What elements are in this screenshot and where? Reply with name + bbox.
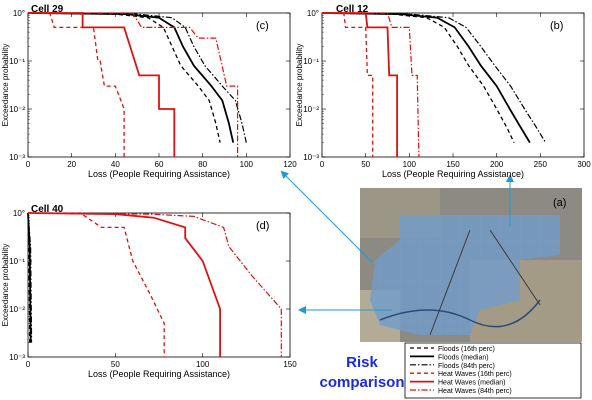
plot-frame <box>321 12 585 158</box>
y-tick-label: 10⁻¹ <box>303 57 319 66</box>
map-panel-label: (a) <box>553 197 566 209</box>
y-tick-label: 10⁻² <box>303 105 319 114</box>
series-line-floodMed <box>321 12 531 144</box>
series-line-flood84 <box>27 212 33 343</box>
series-line-heatMed <box>27 212 222 357</box>
y-tick-label: 10⁻² <box>9 105 25 114</box>
panel-label: (b) <box>550 20 563 32</box>
y-axis-label: Exceedance probability <box>295 44 304 127</box>
risk-label-line2: comparison <box>319 374 404 391</box>
chart-title: Cell 12 <box>336 4 369 15</box>
x-tick-label: 0 <box>26 160 31 169</box>
legend-label: Floods (84th perc) <box>438 363 495 370</box>
y-tick-label: 10° <box>13 209 25 218</box>
y-axis-label: Exceedance probability <box>1 44 10 127</box>
legend: Floods (16th perc)Floods (median) Floods … <box>404 342 582 399</box>
x-tick-label: 100 <box>240 160 254 169</box>
arrow-to-cell-29 <box>280 170 373 263</box>
x-tick-label: 100 <box>196 360 210 369</box>
plot-frame <box>27 212 291 358</box>
y-tick-label: 10⁻³ <box>9 353 25 362</box>
legend-box <box>404 342 582 399</box>
x-tick-label: 60 <box>155 160 164 169</box>
panel-label: (d) <box>256 220 269 232</box>
x-tick-label: 120 <box>283 160 297 169</box>
series-line-flood16 <box>27 12 221 143</box>
chart-title: Cell 29 <box>31 4 64 15</box>
x-tick-label: 50 <box>111 360 120 369</box>
x-tick-label: 0 <box>320 160 325 169</box>
series-line-heat16 <box>28 12 125 157</box>
series-line-heatMed <box>28 12 176 157</box>
series-line-flood16 <box>321 12 515 143</box>
x-tick-label: 20 <box>67 160 76 169</box>
legend-label: Heat Waves (median) <box>438 380 505 387</box>
y-tick-label: 10° <box>13 9 25 18</box>
x-tick-label: 200 <box>490 160 504 169</box>
x-axis-label: Loss (People Requiring Assistance) <box>88 369 230 379</box>
y-tick-label: 10⁻³ <box>9 153 25 162</box>
x-tick-label: 300 <box>577 160 591 169</box>
x-tick-label: 250 <box>534 160 548 169</box>
x-tick-label: 100 <box>403 160 417 169</box>
x-axis-label: Loss (People Requiring Assistance) <box>88 169 230 179</box>
y-tick-label: 10⁻¹ <box>9 57 25 66</box>
series-line-heat84 <box>27 212 282 357</box>
series-line-flood84 <box>321 12 547 143</box>
y-tick-label: 10⁻¹ <box>9 257 25 266</box>
chart-title: Cell 40 <box>31 204 64 215</box>
legend-label: Heat Waves (16th perc) <box>438 371 512 378</box>
x-axis-label: Loss (People Requiring Assistance) <box>382 169 524 179</box>
y-tick-label: 10⁻² <box>9 305 25 314</box>
panel-label: (c) <box>256 20 269 32</box>
x-tick-label: 150 <box>446 160 460 169</box>
x-tick-label: 50 <box>361 160 370 169</box>
series-line-heat84 <box>28 12 239 157</box>
map-panel: (a) <box>360 188 582 342</box>
y-tick-label: 10⁻³ <box>303 153 319 162</box>
series-line-floodMed <box>27 12 235 143</box>
series-line-heat16 <box>28 212 165 357</box>
series-line-heat84 <box>322 12 420 158</box>
legend-label: Floods (16th perc) <box>438 346 495 353</box>
series-line-flood84 <box>27 12 247 143</box>
y-tick-label: 10° <box>307 9 319 18</box>
x-tick-label: 80 <box>198 160 207 169</box>
x-tick-label: 0 <box>26 360 31 369</box>
x-tick-label: 40 <box>111 160 120 169</box>
y-axis-label: Exceedance probability <box>1 244 10 327</box>
x-tick-label: 150 <box>283 360 297 369</box>
risk-label-line1: Risk <box>346 354 378 371</box>
legend-label: Floods (median) <box>438 354 489 361</box>
chart-c: 10° 10⁻¹ 10⁻² 10⁻³0 20 40 60 80 100 120 Cell 29 (c)… <box>1 4 297 179</box>
chart-d: 10° 10⁻¹ 10⁻² 10⁻³0 50 100 150 Cell 40 (d) Loss (… <box>1 204 297 379</box>
chart-b: 10° 10⁻¹ 10⁻² 10⁻³0 50 100 150 200 250 300 Cell 12… <box>295 4 591 179</box>
risk-arrows <box>280 170 514 314</box>
legend-label: Heat Waves (84th perc) <box>438 388 512 395</box>
